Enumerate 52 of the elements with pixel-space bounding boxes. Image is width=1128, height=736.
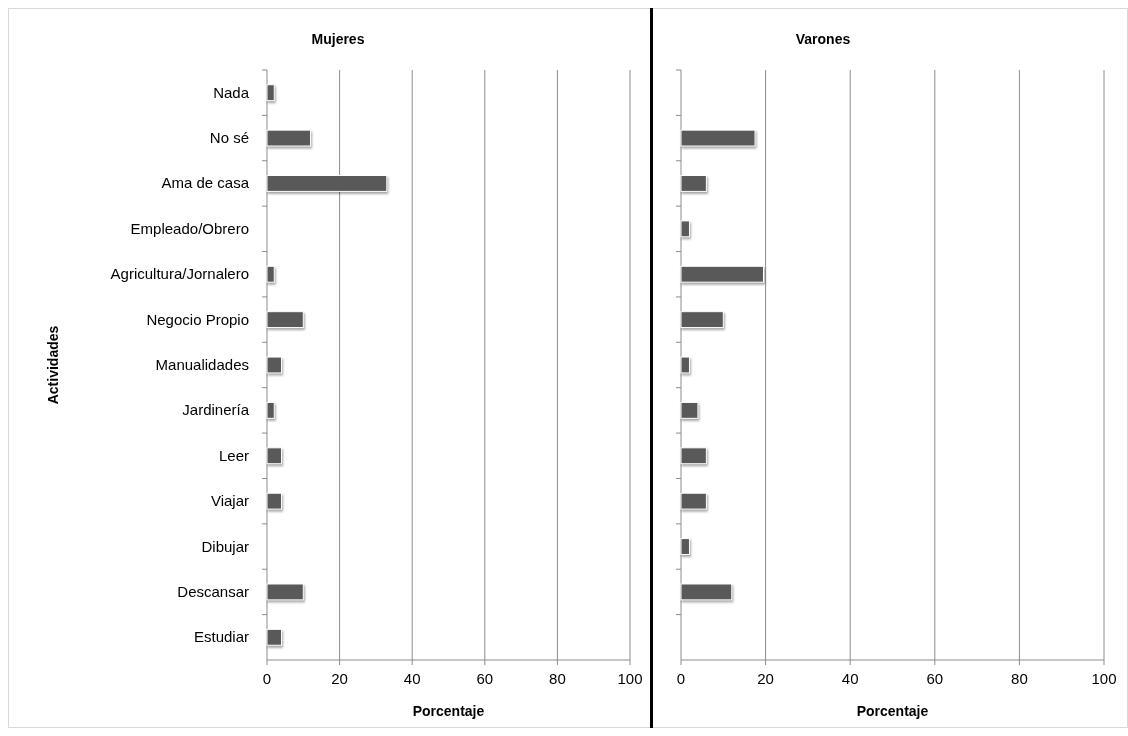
bar [680, 538, 690, 555]
bar [680, 356, 690, 374]
x-tick-label: 80 [1011, 670, 1028, 687]
bar [680, 492, 707, 510]
x-tick-label: 20 [757, 670, 774, 687]
bar [266, 175, 388, 192]
bar [680, 583, 733, 601]
bar [266, 447, 283, 465]
bar [680, 401, 699, 419]
y-tick-label: Agricultura/Jornalero [110, 265, 249, 283]
bar [266, 583, 304, 601]
bar [266, 628, 283, 646]
x-tick-label: 20 [331, 670, 348, 687]
y-tick-label: Nada [213, 83, 250, 101]
bar [680, 311, 724, 329]
x-tick-label: 80 [549, 670, 566, 687]
y-tick-label: Negocio Propio [146, 310, 249, 328]
y-tick-label: Descansar [177, 582, 249, 600]
y-tick-label: Dibujar [201, 537, 249, 555]
bar [266, 311, 304, 329]
y-tick-label: Manualidades [155, 356, 249, 373]
x-tick-label: 40 [403, 670, 421, 687]
x-tick-label: 100 [1091, 670, 1117, 687]
y-tick-label: Estudiar [193, 628, 249, 646]
y-tick-label: Empleado/Obrero [130, 219, 249, 237]
chart-title: Mujeres [311, 31, 365, 47]
bar [680, 220, 690, 238]
bar [266, 129, 312, 147]
y-tick-label: Ama de casa [161, 174, 250, 192]
bar [266, 356, 283, 374]
bar [680, 265, 764, 283]
chart-title: Varones [795, 31, 851, 47]
x-axis-title: Porcentaje [856, 703, 929, 719]
x-tick-label: 0 [676, 670, 686, 687]
x-tick-label: 60 [476, 670, 494, 687]
bar [680, 175, 707, 192]
bar [266, 84, 275, 102]
x-tick-label: 40 [841, 670, 859, 687]
x-tick-label: 60 [926, 670, 944, 687]
bar [680, 447, 707, 465]
bar [680, 129, 756, 147]
y-axis-title: Actividades [45, 325, 61, 405]
bar [266, 265, 275, 283]
y-tick-label: No sé [209, 129, 249, 147]
bar [266, 492, 283, 510]
y-tick-label: Leer [218, 446, 249, 464]
x-tick-label: 100 [617, 670, 643, 687]
x-axis-title: Porcentaje [412, 703, 485, 719]
y-tick-label: Jardinería [182, 401, 250, 419]
x-tick-label: 0 [262, 670, 272, 687]
bar [266, 401, 275, 419]
y-tick-label: Viajar [210, 492, 249, 510]
